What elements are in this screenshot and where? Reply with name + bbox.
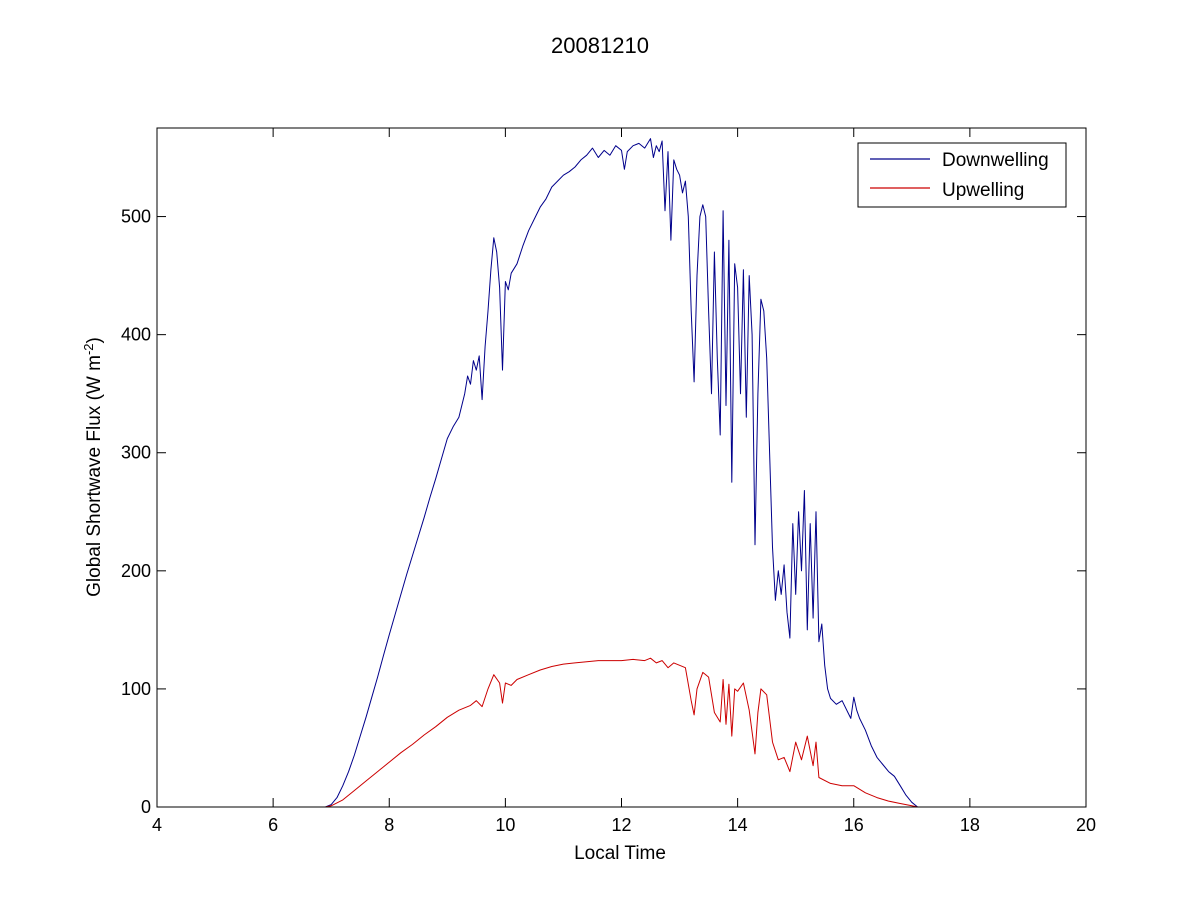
y-tick-label: 400 — [121, 325, 151, 345]
x-tick-label: 12 — [611, 815, 631, 835]
x-tick-label: 16 — [844, 815, 864, 835]
y-axis-label-main: Global Shortwave Flux (W m — [84, 355, 105, 597]
x-tick-label: 14 — [728, 815, 748, 835]
plot-area — [157, 128, 1086, 807]
x-tick-label: 8 — [384, 815, 394, 835]
x-tick-label: 10 — [495, 815, 515, 835]
legend: Downwelling Upwelling — [857, 142, 1067, 208]
chart-title: 20081210 — [551, 33, 649, 58]
y-tick-label: 0 — [141, 797, 151, 817]
y-axis-label-close: ) — [84, 337, 105, 343]
y-axis-label: Global Shortwave Flux (W m-2) — [81, 337, 106, 597]
legend-label-downwelling: Downwelling — [942, 150, 1049, 171]
series-group — [325, 138, 918, 808]
y-tick-label: 500 — [121, 207, 151, 227]
x-axis: 4 6 8 10 12 14 16 18 20 — [152, 128, 1096, 835]
x-tick-label: 18 — [960, 815, 980, 835]
y-tick-label: 100 — [121, 679, 151, 699]
x-tick-label: 4 — [152, 815, 162, 835]
legend-box — [857, 142, 1067, 208]
y-axis: 0 100 200 300 400 500 — [121, 207, 1086, 817]
y-axis-label-superscript: -2 — [81, 343, 96, 355]
y-tick-label: 200 — [121, 561, 151, 581]
x-tick-label: 6 — [268, 815, 278, 835]
x-axis-label: Local Time — [574, 843, 666, 864]
x-tick-label: 20 — [1076, 815, 1096, 835]
legend-label-upwelling: Upwelling — [942, 180, 1024, 201]
series-line-upwelling — [325, 657, 918, 808]
series-line-downwelling — [325, 138, 918, 808]
y-tick-label: 300 — [121, 443, 151, 463]
